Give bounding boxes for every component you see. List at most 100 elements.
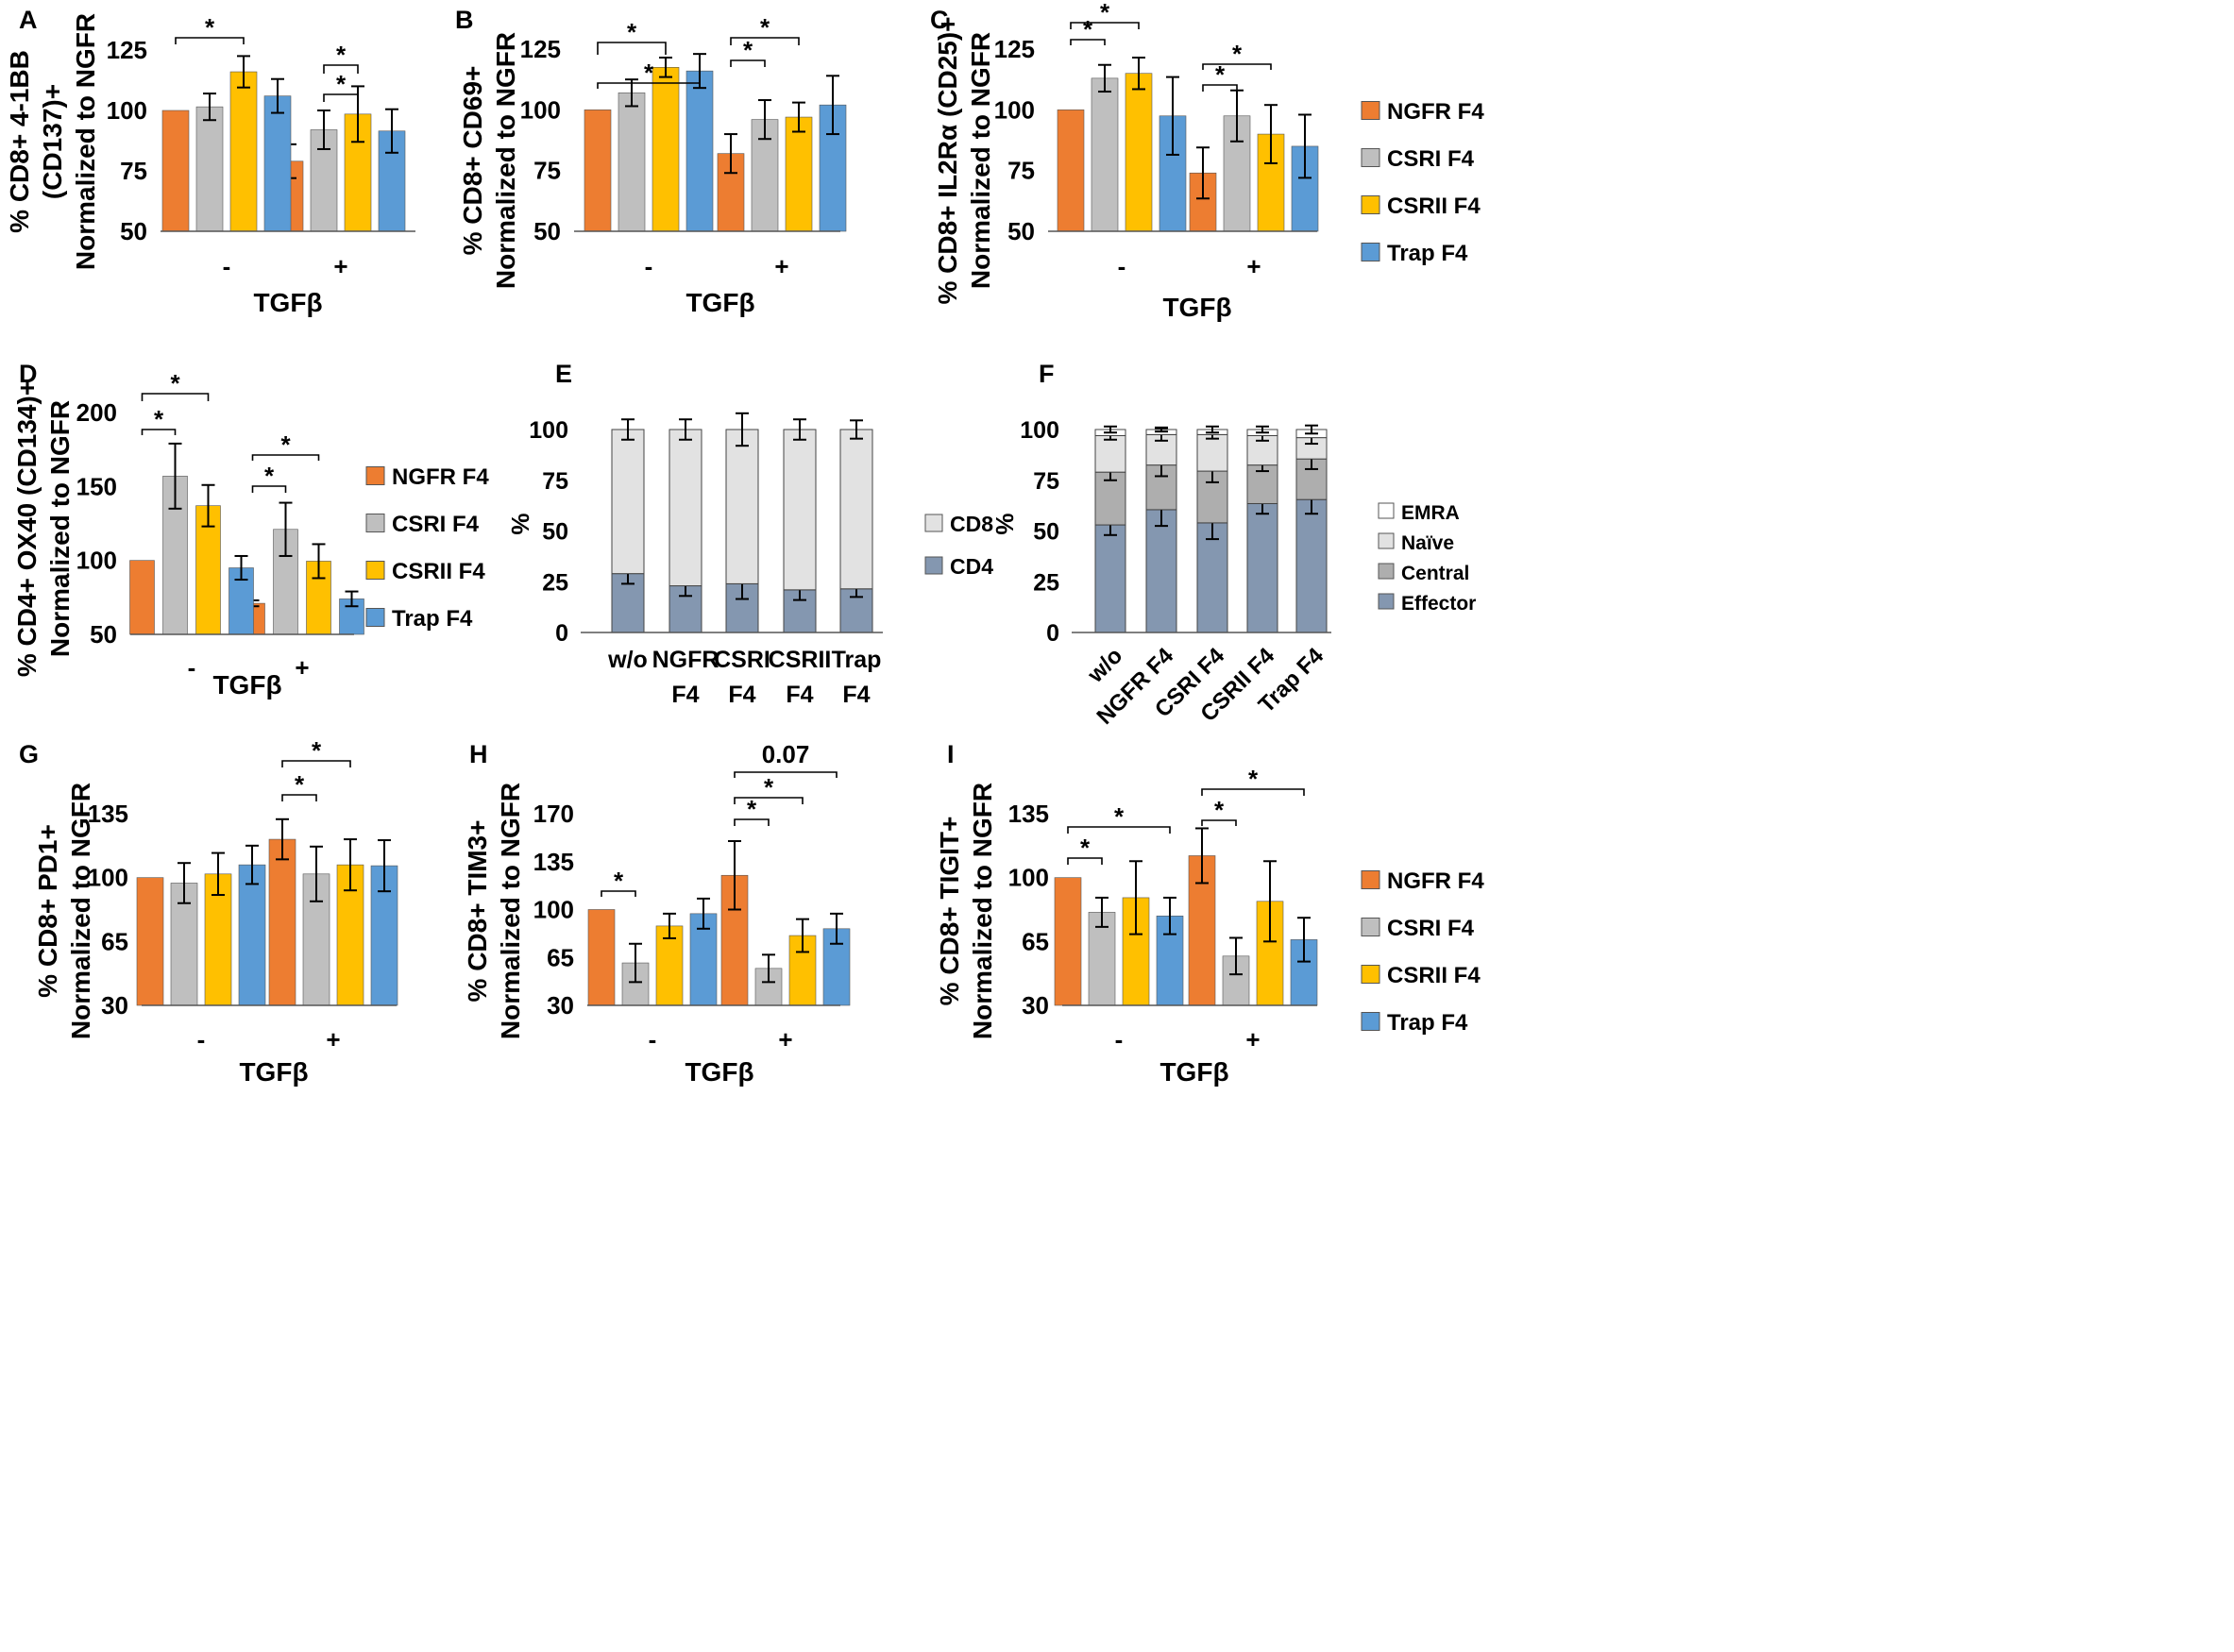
- x-category-label: F4: [728, 682, 755, 708]
- bar: [584, 110, 612, 232]
- x-category-label: +: [333, 252, 347, 280]
- legend-swatch: [365, 466, 385, 485]
- legend-swatch: [365, 561, 385, 580]
- y-tick-label: 100: [529, 417, 568, 444]
- y-tick-label: 25: [1033, 569, 1059, 596]
- y-axis-title: % CD8+ 4-1BB: [5, 50, 34, 233]
- x-category-label: -: [649, 1025, 657, 1054]
- stack-segment: [1246, 502, 1278, 633]
- significance-label: *: [1080, 834, 1091, 862]
- panel-H: H 30 65 100 135 170 - + TGFβ % CD8+ TIM3+ Normaliz…: [463, 740, 851, 1087]
- legend-swatch: [1378, 593, 1395, 610]
- legend-label: EMRA: [1401, 502, 1460, 524]
- bar: [785, 116, 813, 232]
- significance-bracket: [597, 42, 667, 55]
- stack-segment: [783, 589, 817, 633]
- bar: [136, 877, 164, 1006]
- significance-label: *: [295, 770, 305, 799]
- bar: [618, 93, 646, 232]
- x-category-label: +: [778, 1025, 792, 1054]
- significance-label: *: [170, 369, 180, 397]
- legend-label: CSRII F4: [1387, 963, 1481, 988]
- y-tick-label: 125: [107, 36, 147, 64]
- significance-label: *: [743, 36, 753, 64]
- significance-bracket: [281, 760, 351, 767]
- panel-label: I: [947, 740, 955, 768]
- stack-segment: [1145, 509, 1177, 633]
- x-category-label: -: [1115, 1025, 1124, 1054]
- panel-label: G: [19, 740, 39, 768]
- legend-swatch: [1378, 563, 1395, 580]
- y-tick-label: 75: [533, 157, 561, 185]
- significance-bracket: [730, 37, 800, 45]
- significance-bracket: [1202, 84, 1238, 92]
- significance-label: *: [1100, 0, 1110, 26]
- y-tick-label: 100: [76, 547, 117, 575]
- significance-bracket: [251, 485, 287, 493]
- y-tick-label: 75: [1033, 468, 1059, 495]
- y-tick-label: 50: [90, 620, 117, 649]
- legend-swatch: [1361, 243, 1380, 261]
- y-tick-label: 100: [1008, 864, 1049, 892]
- significance-bracket: [1067, 826, 1171, 834]
- y-tick-label: 135: [88, 800, 128, 828]
- y-tick-label: 75: [120, 157, 147, 185]
- legend-swatch: [924, 514, 943, 532]
- x-category-label: +: [774, 252, 788, 280]
- legend-label: CSRI F4: [392, 512, 480, 537]
- y-tick-label: 75: [1007, 157, 1035, 185]
- significance-bracket: [323, 93, 359, 102]
- x-category-label: Trap: [832, 647, 882, 673]
- legend-label: Effector: [1401, 593, 1476, 615]
- y-tick-label: 135: [1008, 800, 1049, 828]
- y-tick-label: 30: [1022, 991, 1049, 1020]
- y-tick-label: 100: [1020, 417, 1059, 444]
- bar: [652, 67, 680, 232]
- bar: [195, 106, 224, 232]
- legend-swatch: [1378, 532, 1395, 549]
- x-axis-title: TGFβ: [212, 670, 281, 700]
- stack-segment: [783, 429, 817, 591]
- stack-segment: [1094, 434, 1126, 473]
- significance-label: *: [312, 736, 322, 765]
- panel-label: A: [19, 6, 38, 34]
- significance-label: *: [764, 773, 774, 801]
- x-category-label: -: [197, 1025, 206, 1054]
- y-tick-label: 50: [120, 217, 147, 245]
- x-axis-title: TGFβ: [1162, 293, 1231, 322]
- y-axis-title: (CD137)+: [38, 84, 67, 199]
- significance-bracket: [141, 393, 210, 401]
- significance-label: *: [264, 462, 275, 490]
- significance-label: *: [644, 59, 654, 87]
- legend-swatch: [1361, 101, 1380, 120]
- y-axis-title: Normalized to NGFR: [496, 783, 525, 1039]
- significance-bracket: [734, 818, 770, 826]
- significance-label: *: [1083, 15, 1093, 43]
- y-tick-label: 50: [533, 217, 561, 245]
- panel-label: D: [19, 360, 38, 388]
- y-axis-title: %: [506, 513, 534, 534]
- y-axis-title: Normalized to NGFR: [66, 783, 95, 1039]
- significance-label: *: [1214, 796, 1225, 824]
- significance-bracket: [1201, 819, 1237, 826]
- significance-label: *: [1114, 802, 1125, 831]
- y-axis-title: % CD8+ CD69+: [458, 66, 487, 256]
- bar: [229, 71, 258, 232]
- legend-label: Central: [1401, 563, 1469, 584]
- legend-E: CD8 CD4: [924, 512, 993, 579]
- significance-bracket: [175, 37, 245, 44]
- y-tick-label: 100: [533, 896, 574, 924]
- legend-swatch: [1378, 502, 1395, 519]
- y-tick-label: 50: [542, 519, 568, 546]
- significance-label: *: [627, 18, 637, 46]
- y-tick-label: 100: [520, 95, 561, 124]
- y-tick-label: 200: [76, 398, 117, 427]
- x-category-label: CSRI: [714, 647, 770, 673]
- x-category-label: -: [1118, 252, 1126, 280]
- x-axis-title: TGFβ: [253, 288, 322, 317]
- significance-bracket: [734, 771, 838, 778]
- legend-label: CSRI F4: [1387, 916, 1475, 941]
- y-tick-label: 50: [1007, 217, 1035, 245]
